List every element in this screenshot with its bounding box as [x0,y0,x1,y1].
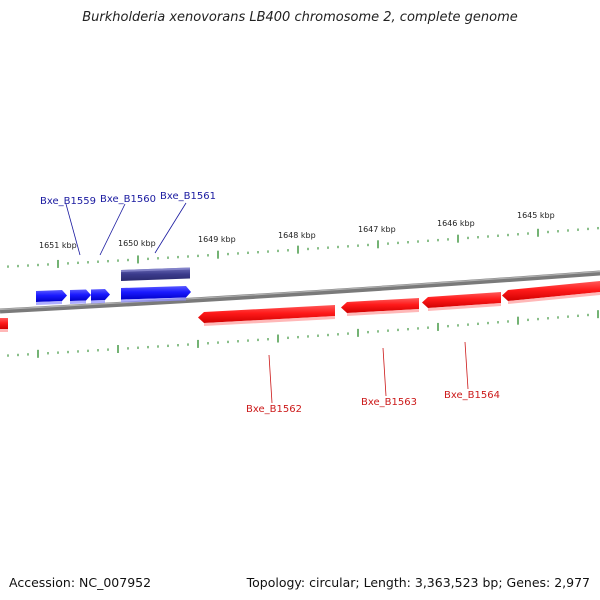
gene-bxe-b1559[interactable] [36,290,67,305]
label-bxe-b1563[interactable]: Bxe_B1563 [361,397,417,408]
label-bxe-b1564[interactable]: Bxe_B1564 [444,390,500,401]
gene-bxe-b1563[interactable] [341,298,419,316]
leader-bxe-b1564 [464,341,469,390]
scale-label-1649: 1649 kbp [198,235,236,244]
accession-text: Accession: NC_007952 [9,575,152,590]
gene-left-edge[interactable] [0,318,8,332]
leader-bxe-b1561 [154,202,187,254]
gene-bxe-b1564[interactable] [422,292,501,311]
gene-right-edge[interactable] [502,281,600,304]
map-title: Burkholderia xenovorans LB400 chromosome… [82,10,518,25]
scale-label-1650: 1650 kbp [118,239,156,248]
genome-summary-text: Topology: circular; Length: 3,363,523 bp… [246,575,590,590]
gene-bxe-b1562[interactable] [198,305,335,326]
label-bxe-b1561[interactable]: Bxe_B1561 [160,191,216,202]
upper-scale-ticks [7,226,599,268]
scale-label-1648: 1648 kbp [278,231,316,240]
leader-bxe-b1559 [65,203,81,256]
leader-bxe-b1560 [99,203,126,256]
chromosome-backbone-highlight [0,270,600,311]
scale-label-1646: 1646 kbp [437,219,475,228]
gene-bxe-b1560[interactable] [70,289,91,305]
lower-scale-ticks [7,310,599,358]
gene-bxe-b1560b[interactable] [91,289,110,304]
scale-label-1645: 1645 kbp [517,211,555,220]
label-bxe-b1560[interactable]: Bxe_B1560 [100,194,156,205]
label-bxe-b1562[interactable]: Bxe_B1562 [246,404,302,415]
gene-bxe-b1561-selected[interactable] [121,267,190,282]
gene-bxe-b1561-forward[interactable] [121,286,191,303]
leader-bxe-b1562 [268,354,273,404]
leader-bxe-b1563 [382,347,387,397]
scale-label-1651: 1651 kbp [39,241,77,250]
label-bxe-b1559[interactable]: Bxe_B1559 [40,196,96,207]
scale-label-1647: 1647 kbp [358,225,396,234]
chromosome-backbone [0,270,600,314]
